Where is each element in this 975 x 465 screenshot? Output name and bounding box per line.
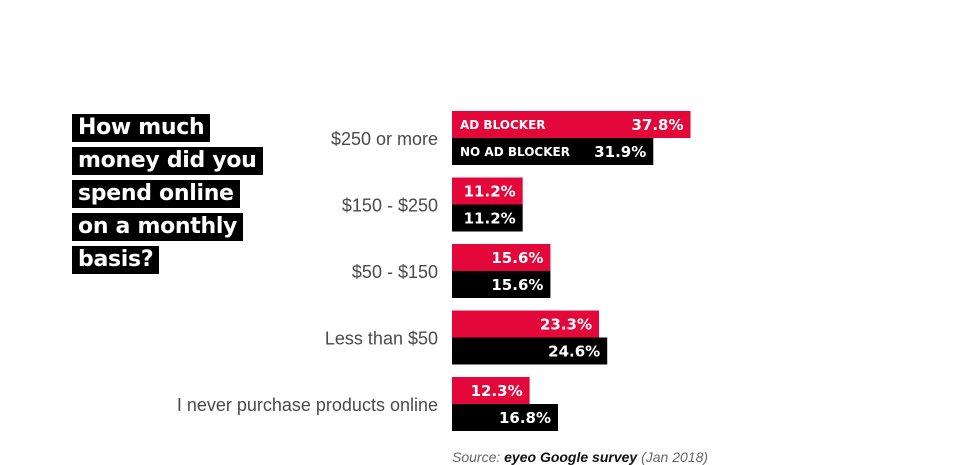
bar: [452, 271, 551, 298]
source-prefix: Source:: [452, 449, 501, 465]
source-note: Source: eyeo Google survey (Jan 2018): [452, 449, 708, 465]
bar: [452, 310, 600, 338]
source-name: eyeo Google survey: [504, 449, 638, 465]
data-label: 15.6%: [491, 249, 543, 267]
data-label: 12.3%: [471, 382, 523, 400]
question-line: How much: [72, 111, 312, 144]
category-label: $250 or more: [331, 129, 438, 149]
question-line-text: basis?: [72, 246, 160, 274]
data-label: 23.3%: [540, 316, 592, 334]
bar: [452, 404, 559, 431]
bar: [452, 177, 523, 205]
bar: [452, 377, 530, 404]
data-label: 24.6%: [548, 343, 600, 361]
category-label: $50 - $150: [352, 262, 438, 282]
bar: [452, 204, 523, 232]
data-label: 11.2%: [464, 210, 516, 228]
data-label: 11.2%: [464, 183, 516, 201]
data-label: 16.8%: [499, 409, 551, 427]
series-label: AD BLOCKER: [460, 118, 546, 132]
bar: [452, 111, 691, 138]
question-line: spend online: [72, 177, 312, 210]
data-label: 15.6%: [491, 276, 543, 294]
question-line-text: spend online: [72, 180, 240, 208]
question-line: money did you: [72, 144, 312, 177]
source-date: (Jan 2018): [641, 449, 709, 465]
question-line: basis?: [72, 243, 312, 276]
category-label: I never purchase products online: [177, 395, 438, 415]
question-title: How much money did you spend online on a…: [72, 111, 312, 276]
question-line: on a monthly: [72, 210, 312, 243]
category-label: $150 - $250: [342, 196, 438, 216]
bar: [452, 138, 654, 165]
bar: [452, 337, 608, 365]
question-line-text: money did you: [72, 147, 263, 175]
bar: [452, 244, 551, 271]
data-label: 31.9%: [594, 143, 646, 161]
data-label: 37.8%: [631, 116, 683, 134]
question-line-text: on a monthly: [72, 213, 244, 241]
category-label: Less than $50: [325, 329, 438, 349]
question-line-text: How much: [72, 114, 211, 142]
series-label: NO AD BLOCKER: [460, 145, 570, 159]
